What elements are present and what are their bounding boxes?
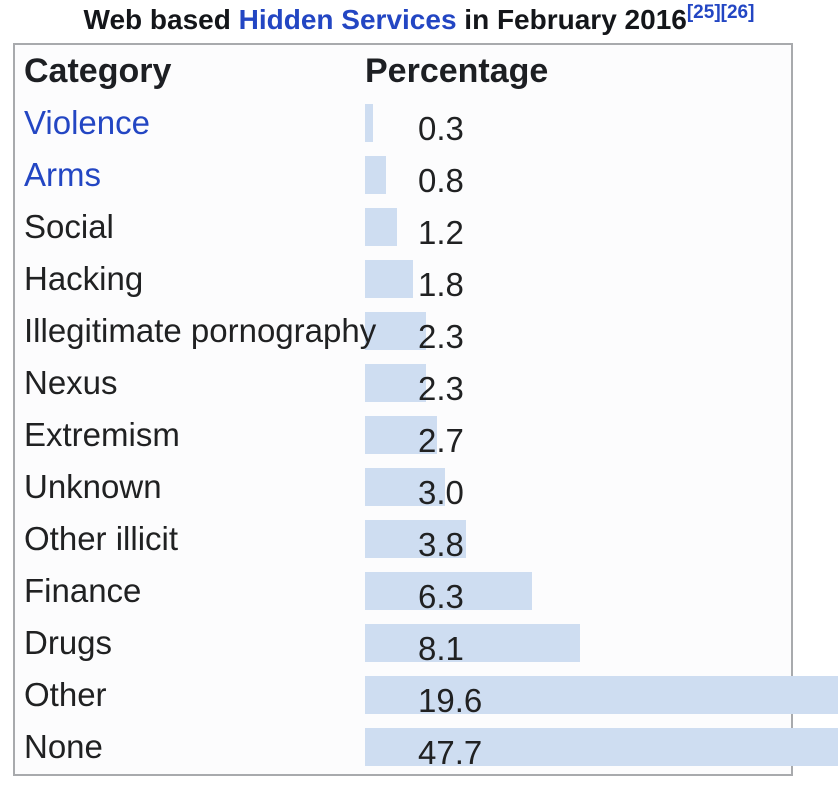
percentage-value: 0.8 <box>418 162 464 199</box>
percentage-bar <box>365 728 838 766</box>
table-row: Drugs 8.1 <box>15 617 791 669</box>
percentage-column-header: Percentage <box>365 52 549 90</box>
percentage-bar <box>365 520 466 558</box>
table-row: Illegitimate pornography 2.3 <box>15 305 791 357</box>
table-row: Other illicit 3.8 <box>15 513 791 565</box>
percentage-value: 8.1 <box>418 630 464 667</box>
category-label: Hacking <box>24 260 144 297</box>
chart-title: Web based Hidden Services in February 20… <box>0 1 838 39</box>
category-link[interactable]: Violence <box>24 104 150 141</box>
percentage-bar <box>365 104 373 142</box>
table-row: Arms 0.8 <box>15 149 791 201</box>
percentage-bar <box>365 208 397 246</box>
category-label: Drugs <box>24 624 113 661</box>
percentage-bar <box>365 468 445 506</box>
table-row: Social 1.2 <box>15 201 791 253</box>
percentage-value: 2.3 <box>418 318 464 355</box>
title-suffix: in February 2016 <box>456 4 687 35</box>
percentage-bar <box>365 364 426 402</box>
table-row: Violence 0.3 <box>15 97 791 149</box>
table-row: Unknown 3.0 <box>15 461 791 513</box>
table-row: Other 19.6 <box>15 669 838 721</box>
hidden-services-link[interactable]: Hidden Services <box>238 4 457 35</box>
table-row: Finance 6.3 <box>15 565 791 617</box>
table-row: Hacking 1.8 <box>15 253 791 305</box>
percentage-value: 3.0 <box>418 474 464 511</box>
percentage-bar <box>365 624 580 662</box>
category-label: Nexus <box>24 364 118 401</box>
category-label: Finance <box>24 572 142 609</box>
category-label: Illegitimate pornography <box>24 312 377 349</box>
percentage-bar <box>365 312 426 350</box>
table-header-row: Category Percentage <box>15 45 791 97</box>
category-label: None <box>24 728 103 765</box>
category-label: Other illicit <box>24 520 179 557</box>
table-row: None 47.7 <box>15 721 838 773</box>
percentage-bar <box>365 156 386 194</box>
category-column-header: Category <box>24 52 172 90</box>
percentage-value: 1.8 <box>418 266 464 303</box>
table-row: Extremism 2.7 <box>15 409 791 461</box>
percentage-value: 2.7 <box>418 422 464 459</box>
reference-link-25[interactable]: [25] <box>686 2 721 23</box>
category-label: Social <box>24 208 114 245</box>
table-row: Nexus 2.3 <box>15 357 791 409</box>
category-label: Other <box>24 676 107 713</box>
table-body: Violence 0.3 Arms 0.8 Social 1.2 Hacking 1.8 Ill… <box>15 97 838 773</box>
category-label: Extremism <box>24 416 180 453</box>
percentage-bar <box>365 676 838 714</box>
percentage-value: 3.8 <box>418 526 464 563</box>
percentage-value: 19.6 <box>418 682 483 719</box>
percentage-bar <box>365 260 413 298</box>
reference-superscripts: [25][26] <box>687 2 755 23</box>
percentage-value: 6.3 <box>418 578 464 615</box>
title-prefix: Web based <box>83 4 239 35</box>
category-link[interactable]: Arms <box>24 156 101 193</box>
percentage-value: 1.2 <box>418 214 464 251</box>
percentage-bar <box>365 416 437 454</box>
percentage-bar <box>365 572 532 610</box>
reference-link-26[interactable]: [26] <box>720 2 755 23</box>
hidden-services-table: Category Percentage Violence 0.3 Arms 0.8 So… <box>13 43 838 776</box>
percentage-value: 2.3 <box>418 370 464 407</box>
percentage-value: 0.3 <box>418 110 464 147</box>
category-label: Unknown <box>24 468 162 505</box>
percentage-value: 47.7 <box>418 734 483 771</box>
